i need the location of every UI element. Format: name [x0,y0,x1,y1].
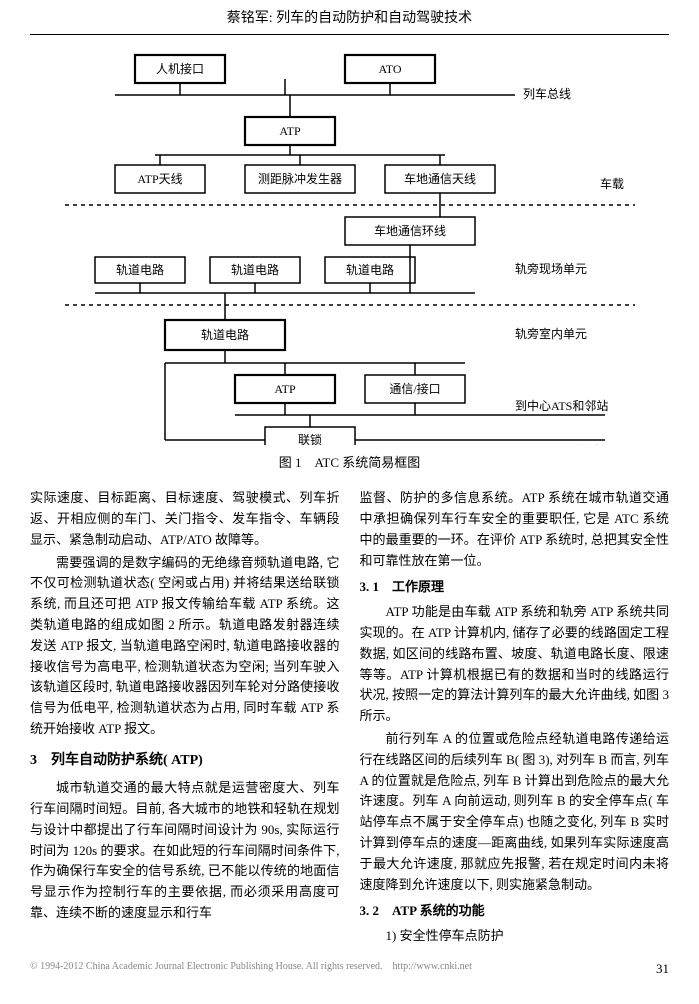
svg-text:轨旁现场单元: 轨旁现场单元 [515,261,587,276]
svg-text:车地通信环线: 车地通信环线 [373,223,445,238]
svg-text:轨旁室内单元: 轨旁室内单元 [515,326,587,341]
atc-block-diagram: 列车总线 人机接口 ATO ATP ATP天线 测距脉冲发生器 车地通信天线 车载车地通信环线… [45,45,655,445]
page-footer: © 1994-2012 China Academic Journal Elect… [0,949,699,986]
svg-text:到邻站: 到邻站 [565,444,601,445]
para: 需要强调的是数字编码的无绝缘音频轨道电路, 它不仅可检测轨道状态( 空闲或占用)… [30,553,340,740]
svg-text:到中心ATS和邻站: 到中心ATS和邻站 [515,398,608,413]
body-columns: 实际速度、目标距离、目标速度、驾驶模式、列车折返、开相应侧的车门、关门指令、发车… [0,488,699,949]
svg-text:ATP: ATP [279,124,301,138]
running-header: 蔡铭军: 列车的自动防护和自动驾驶技术 [30,0,669,35]
figure-1: 列车总线 人机接口 ATO ATP ATP天线 测距脉冲发生器 车地通信天线 车载车地通信环线… [30,45,669,445]
para: ATP 功能是由车载 ATP 系统和轨旁 ATP 系统共同实现的。在 ATP 计… [360,602,670,727]
list-item: 1) 安全性停车点防护 [360,926,670,947]
svg-text:轨道电路: 轨道电路 [230,262,278,277]
figure-1-caption: 图 1 ATC 系统简易框图 [0,453,699,474]
svg-text:轨道电路: 轨道电路 [200,327,248,342]
subsection-heading-3-2: 3. 2 ATP 系统的功能 [360,901,670,922]
page-number: 31 [656,959,669,980]
copyright-line: © 1994-2012 China Academic Journal Elect… [30,959,472,980]
running-title: 蔡铭军: 列车的自动防护和自动驾驶技术 [227,11,472,26]
para: 实际速度、目标距离、目标速度、驾驶模式、列车折返、开相应侧的车门、关门指令、发车… [30,488,340,550]
svg-text:人机接口: 人机接口 [155,61,203,76]
svg-text:ATO: ATO [378,62,401,76]
para: 监督、防护的多信息系统。ATP 系统在城市轨道交通中承担确保列车行车安全的重要职… [360,488,670,571]
svg-text:轨道电路: 轨道电路 [345,262,393,277]
svg-text:ATP: ATP [274,382,296,396]
left-column: 实际速度、目标距离、目标速度、驾驶模式、列车折返、开相应侧的车门、关门指令、发车… [30,488,340,949]
svg-text:轨道电路: 轨道电路 [115,262,163,277]
para: 前行列车 A 的位置或危险点经轨道电路传递给运行在线路区间的后续列车 B( 图 … [360,729,670,895]
svg-text:列车总线: 列车总线 [523,86,571,101]
svg-text:车载: 车载 [600,176,624,191]
svg-text:测距脉冲发生器: 测距脉冲发生器 [257,171,341,186]
svg-text:联锁: 联锁 [297,432,321,445]
svg-text:ATP天线: ATP天线 [137,172,182,186]
section-heading-3: 3 列车自动防护系统( ATP) [30,750,340,772]
subsection-heading-3-1: 3. 1 工作原理 [360,577,670,598]
svg-text:通信/接口: 通信/接口 [389,381,440,396]
svg-text:车地通信天线: 车地通信天线 [403,171,475,186]
right-column: 监督、防护的多信息系统。ATP 系统在城市轨道交通中承担确保列车行车安全的重要职… [360,488,670,949]
para: 城市轨道交通的最大特点就是运营密度大、列车行车间隔时间短。目前, 各大城市的地铁… [30,778,340,924]
